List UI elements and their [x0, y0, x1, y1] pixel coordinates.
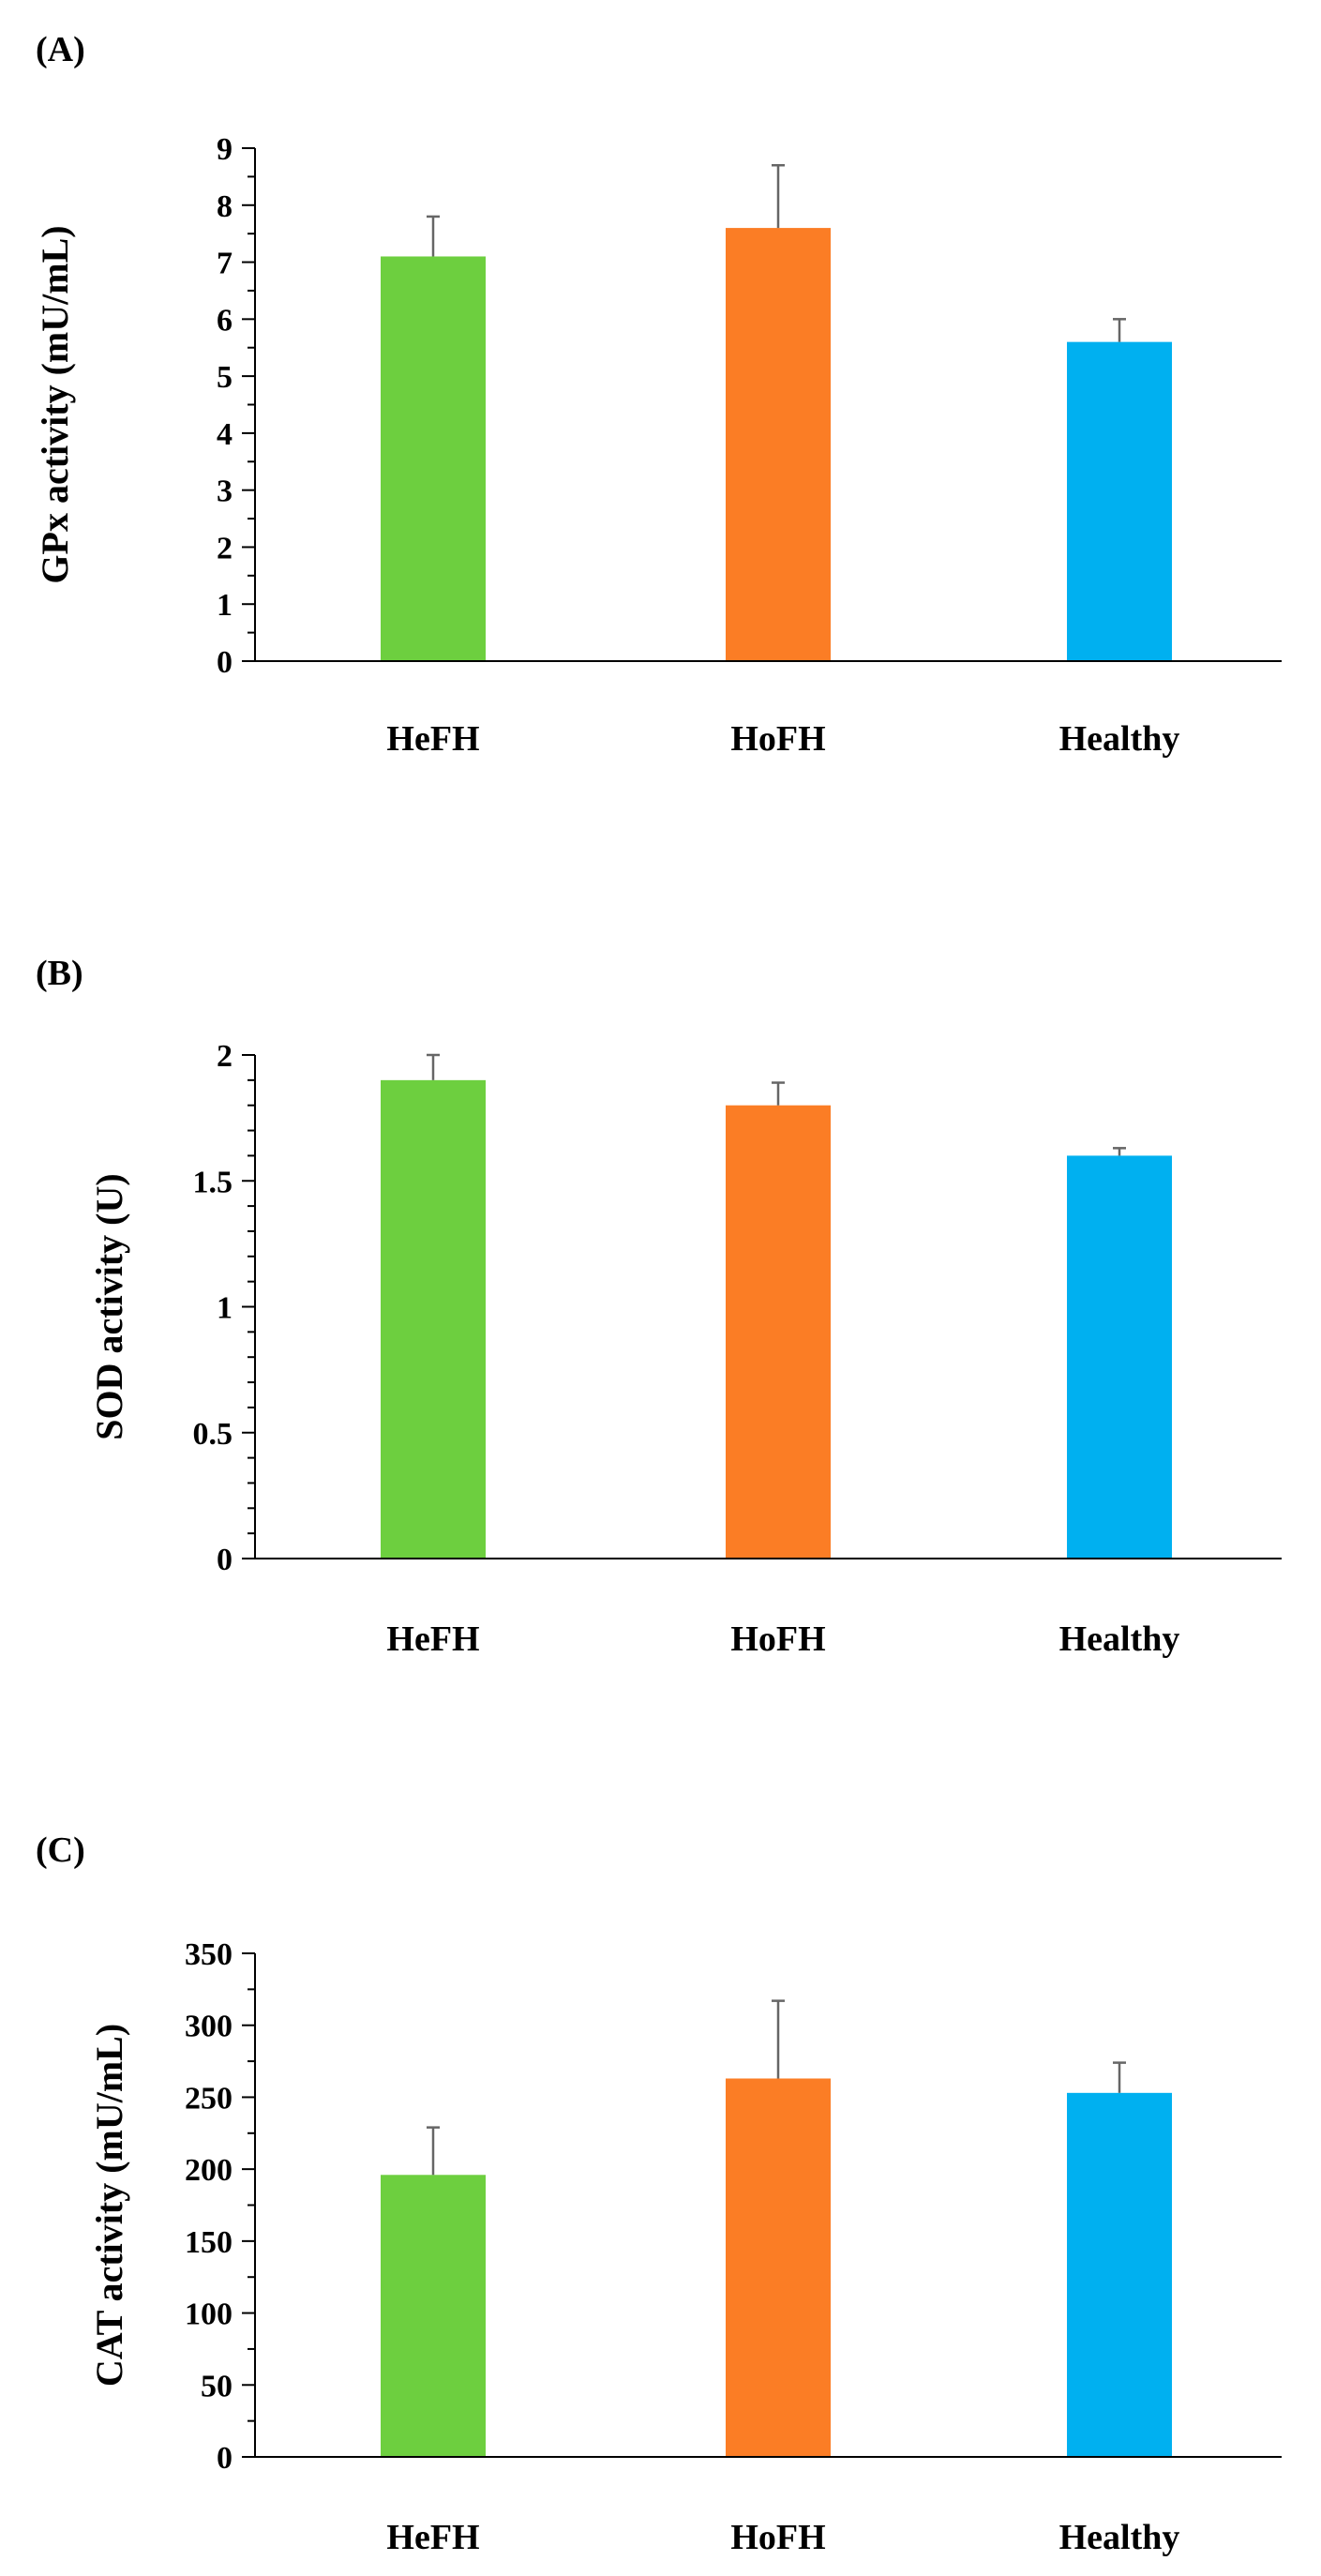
- bar-hofh-c: [726, 2078, 831, 2457]
- panel-a-label: (A): [36, 30, 85, 69]
- y-tick-label-c: 50: [201, 2369, 233, 2403]
- y-tick-label-b: 0.5: [193, 1417, 233, 1452]
- y-tick-label-c: 200: [185, 2153, 233, 2188]
- y-tick-label-a: 3: [217, 475, 233, 509]
- y-tick-label-c: 300: [185, 2010, 233, 2044]
- bar-hefh-a: [381, 256, 486, 661]
- y-tick-label-c: 150: [185, 2225, 233, 2260]
- x-tick-label-healthy-b: Healthy: [1059, 1619, 1180, 1659]
- y-axis-title-b: SOD activity (U): [88, 1173, 130, 1439]
- y-axis-title-a: GPx activity (mU/mL): [34, 225, 76, 583]
- panel-c-chart: (C) HeFH HoFH Healthy 0 50 100 150 200 250 300 350 C…: [36, 1830, 1282, 2557]
- y-tick-label-c: 0: [217, 2441, 233, 2476]
- x-tick-label-hefh-a: HeFH: [386, 719, 479, 759]
- x-tick-label-hefh-b: HeFH: [386, 1619, 479, 1659]
- panel-c-label: (C): [36, 1830, 85, 1870]
- y-tick-label-a: 1: [217, 588, 233, 623]
- y-tick-label-c: 250: [185, 2081, 233, 2116]
- x-tick-label-hofh-a: HoFH: [730, 719, 825, 759]
- y-tick-label-b: 1.5: [193, 1165, 233, 1199]
- y-tick-label-b: 0: [217, 1543, 233, 1577]
- panel-b-chart: (B) HeFH HoFH Healthy 0 0.5 1 1.5 2 SOD activity …: [36, 954, 1282, 1659]
- y-tick-label-b: 2: [217, 1039, 233, 1074]
- y-tick-label-c: 100: [185, 2297, 233, 2332]
- bar-hefh-c: [381, 2175, 486, 2457]
- y-tick-label-b: 1: [217, 1291, 233, 1326]
- y-tick-label-a: 4: [217, 417, 233, 452]
- x-tick-label-hofh-b: HoFH: [730, 1619, 825, 1659]
- bar-healthy-c: [1067, 2092, 1172, 2457]
- y-tick-label-a: 0: [217, 645, 233, 680]
- x-tick-label-healthy-a: Healthy: [1059, 719, 1180, 759]
- y-tick-label-a: 9: [217, 132, 233, 167]
- bar-hefh-b: [381, 1079, 486, 1559]
- bar-healthy-a: [1067, 341, 1172, 661]
- y-tick-label-a: 5: [217, 360, 233, 395]
- y-tick-label-a: 6: [217, 303, 233, 338]
- y-tick-label-a: 2: [217, 531, 233, 565]
- y-axis-title-c: CAT activity (mU/mL): [88, 2024, 130, 2387]
- bar-healthy-b: [1067, 1155, 1172, 1559]
- panel-a-chart: (A) HeFH HoFH Healthy 0 1 2 3 4 5 6 7 8 9 GPx activity…: [34, 30, 1282, 759]
- bar-hofh-b: [726, 1105, 831, 1559]
- y-tick-label-a: 7: [217, 247, 233, 281]
- y-tick-label-a: 8: [217, 189, 233, 224]
- x-tick-label-healthy-c: Healthy: [1059, 2518, 1180, 2557]
- panel-b-label: (B): [36, 954, 83, 993]
- x-tick-label-hofh-c: HoFH: [730, 2518, 825, 2557]
- x-tick-label-hefh-c: HeFH: [386, 2518, 479, 2557]
- bar-hofh-a: [726, 228, 831, 662]
- y-tick-label-c: 350: [185, 1937, 233, 1972]
